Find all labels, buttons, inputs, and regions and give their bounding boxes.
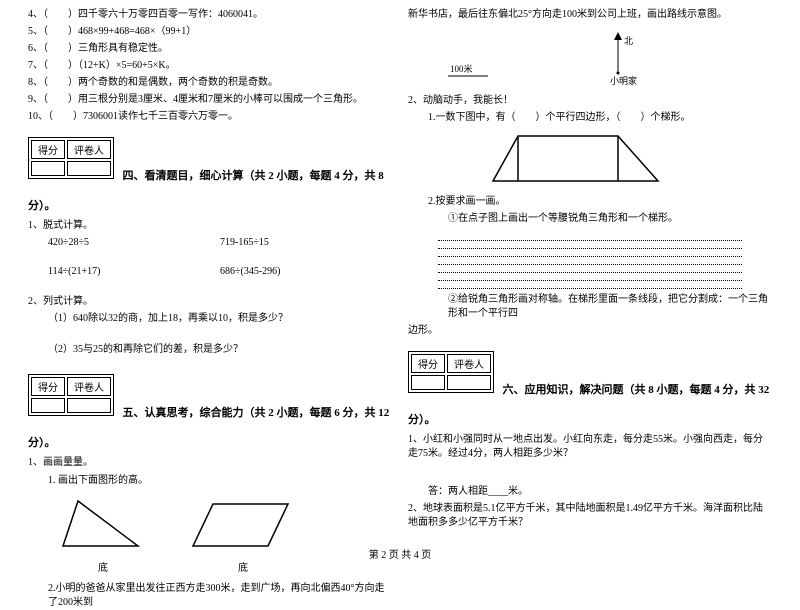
q5-1a: 1. 画出下面图形的高。 xyxy=(28,474,392,488)
grader-label: 评卷人 xyxy=(67,140,111,159)
dot-row xyxy=(438,233,742,241)
ans1: 答：两人相距____米。 xyxy=(408,485,772,499)
grader-label: 评卷人 xyxy=(447,354,491,373)
parallelogram-shape: 底 xyxy=(188,496,298,574)
judge-item: 4、（ ）四千零六十万零四百零一写作：4060041。 xyxy=(28,8,392,22)
calc-c: 114÷(21+17) xyxy=(48,266,220,277)
triangle-shape: 底 xyxy=(58,496,148,574)
q5-2: 2.小明的爸爸从家里出发往正西方走300米，走到广场，再向北偏西40°方向走了2… xyxy=(28,582,392,610)
q2-label: 2、动脑动手，我能长！ xyxy=(408,94,772,108)
score-label: 得分 xyxy=(411,354,445,373)
direction-diagram: 北 100米 小明家 xyxy=(438,28,772,88)
score-box: 得分 评卷人 xyxy=(408,351,494,393)
q6-1: 1、小红和小强同时从一地点出发。小红向东走，每分走55米。小强向西走，每分走75… xyxy=(408,433,772,461)
dot-row xyxy=(438,257,742,265)
score-label: 得分 xyxy=(31,377,65,396)
page: 4、（ ）四千零六十万零四百零一写作：4060041。 5、（ ）468×99+… xyxy=(0,0,800,545)
q2b2b: 边形。 xyxy=(408,324,772,338)
q5-1: 1、画画量量。 xyxy=(28,456,392,470)
judge-item: 8、（ ）两个奇数的和是偶数，两个奇数的积是奇数。 xyxy=(28,76,392,90)
scale-label: 100米 xyxy=(450,63,473,74)
q2b: （2）35与25的和再除它们的差，积是多少？ xyxy=(28,343,392,357)
base-label: 底 xyxy=(58,559,148,574)
q2-label: 2、列式计算。 xyxy=(28,295,392,309)
north-arrow-icon: 北 100米 小明家 xyxy=(438,28,658,88)
right-top: 新华书店，最后往东偏北25°方向走100米到公司上班，画出路线示意图。 xyxy=(408,8,772,22)
q2a: （1）640除以32的商，加上18，再乘以10，积是多少？ xyxy=(28,312,392,326)
shapes-row: 底 底 xyxy=(28,496,392,574)
q2b1: ①在点子图上画出一个等腰锐角三角形和一个梯形。 xyxy=(408,212,772,226)
score-label: 得分 xyxy=(31,140,65,159)
judge-item: 10、（ ）7306001读作七千三百零六万零一。 xyxy=(28,110,392,124)
dot-row xyxy=(438,265,742,273)
calc-b: 719-165÷15 xyxy=(220,237,392,248)
calc-a: 420÷28÷5 xyxy=(48,237,220,248)
left-column: 4、（ ）四千零六十万零四百零一写作：4060041。 5、（ ）468×99+… xyxy=(20,8,400,545)
trapezoid-icon xyxy=(488,131,668,186)
judge-item: 7、（ ）（12+K）×5=60+5×K。 xyxy=(28,59,392,73)
q2b2: ②给锐角三角形画对称轴。在梯形里面一条线段，把它分割成：一个三角形和一个平行四 xyxy=(408,293,772,321)
section-6-fen: 分）。 xyxy=(408,411,772,427)
calc-row: 420÷28÷5 719-165÷15 xyxy=(28,237,392,248)
dot-row xyxy=(438,281,742,289)
section-4-fen: 分）。 xyxy=(28,197,392,213)
section-4-title: 四、看清题目，细心计算（共 2 小题，每题 4 分，共 8 xyxy=(123,170,384,182)
trapezoid-figure xyxy=(408,131,772,189)
q2b: 2.按要求画一画。 xyxy=(408,195,772,209)
section-6-title: 六、应用知识，解决问题（共 8 小题，每题 4 分，共 32 xyxy=(503,384,770,396)
base-label: 底 xyxy=(188,559,298,574)
north-label: 北 xyxy=(624,36,633,46)
calc-row: 114÷(21+17) 686÷(345-296) xyxy=(28,266,392,277)
q2a: 1.一数下图中，有（ ）个平行四边形，（ ）个梯形。 xyxy=(408,111,772,125)
page-footer: 第 2 页 共 4 页 xyxy=(0,546,800,561)
dot-grid xyxy=(408,229,772,293)
dot-row xyxy=(438,249,742,257)
calc-d: 686÷(345-296) xyxy=(220,266,392,277)
judge-item: 6、（ ）三角形具有稳定性。 xyxy=(28,42,392,56)
home-label: 小明家 xyxy=(610,75,637,86)
dot-row xyxy=(438,273,742,281)
dot-row xyxy=(438,241,742,249)
section-5-title: 五、认真思考，综合能力（共 2 小题，每题 6 分，共 12 xyxy=(123,407,390,419)
score-box: 得分 评卷人 xyxy=(28,137,114,179)
q6-2: 2、地球表面积是5.1亿平方千米，其中陆地面积是1.49亿平方千米。海洋面积比陆… xyxy=(408,502,772,530)
judge-item: 5、（ ）468×99+468=468×（99+1） xyxy=(28,25,392,39)
score-box: 得分 评卷人 xyxy=(28,374,114,416)
grader-label: 评卷人 xyxy=(67,377,111,396)
q1-label: 1、脱式计算。 xyxy=(28,219,392,233)
right-column: 新华书店，最后往东偏北25°方向走100米到公司上班，画出路线示意图。 北 10… xyxy=(400,8,780,545)
judge-item: 9、（ ）用三根分别是3厘米、4厘米和7厘米的小棒可以围成一个三角形。 xyxy=(28,93,392,107)
section-5-fen: 分）。 xyxy=(28,434,392,450)
